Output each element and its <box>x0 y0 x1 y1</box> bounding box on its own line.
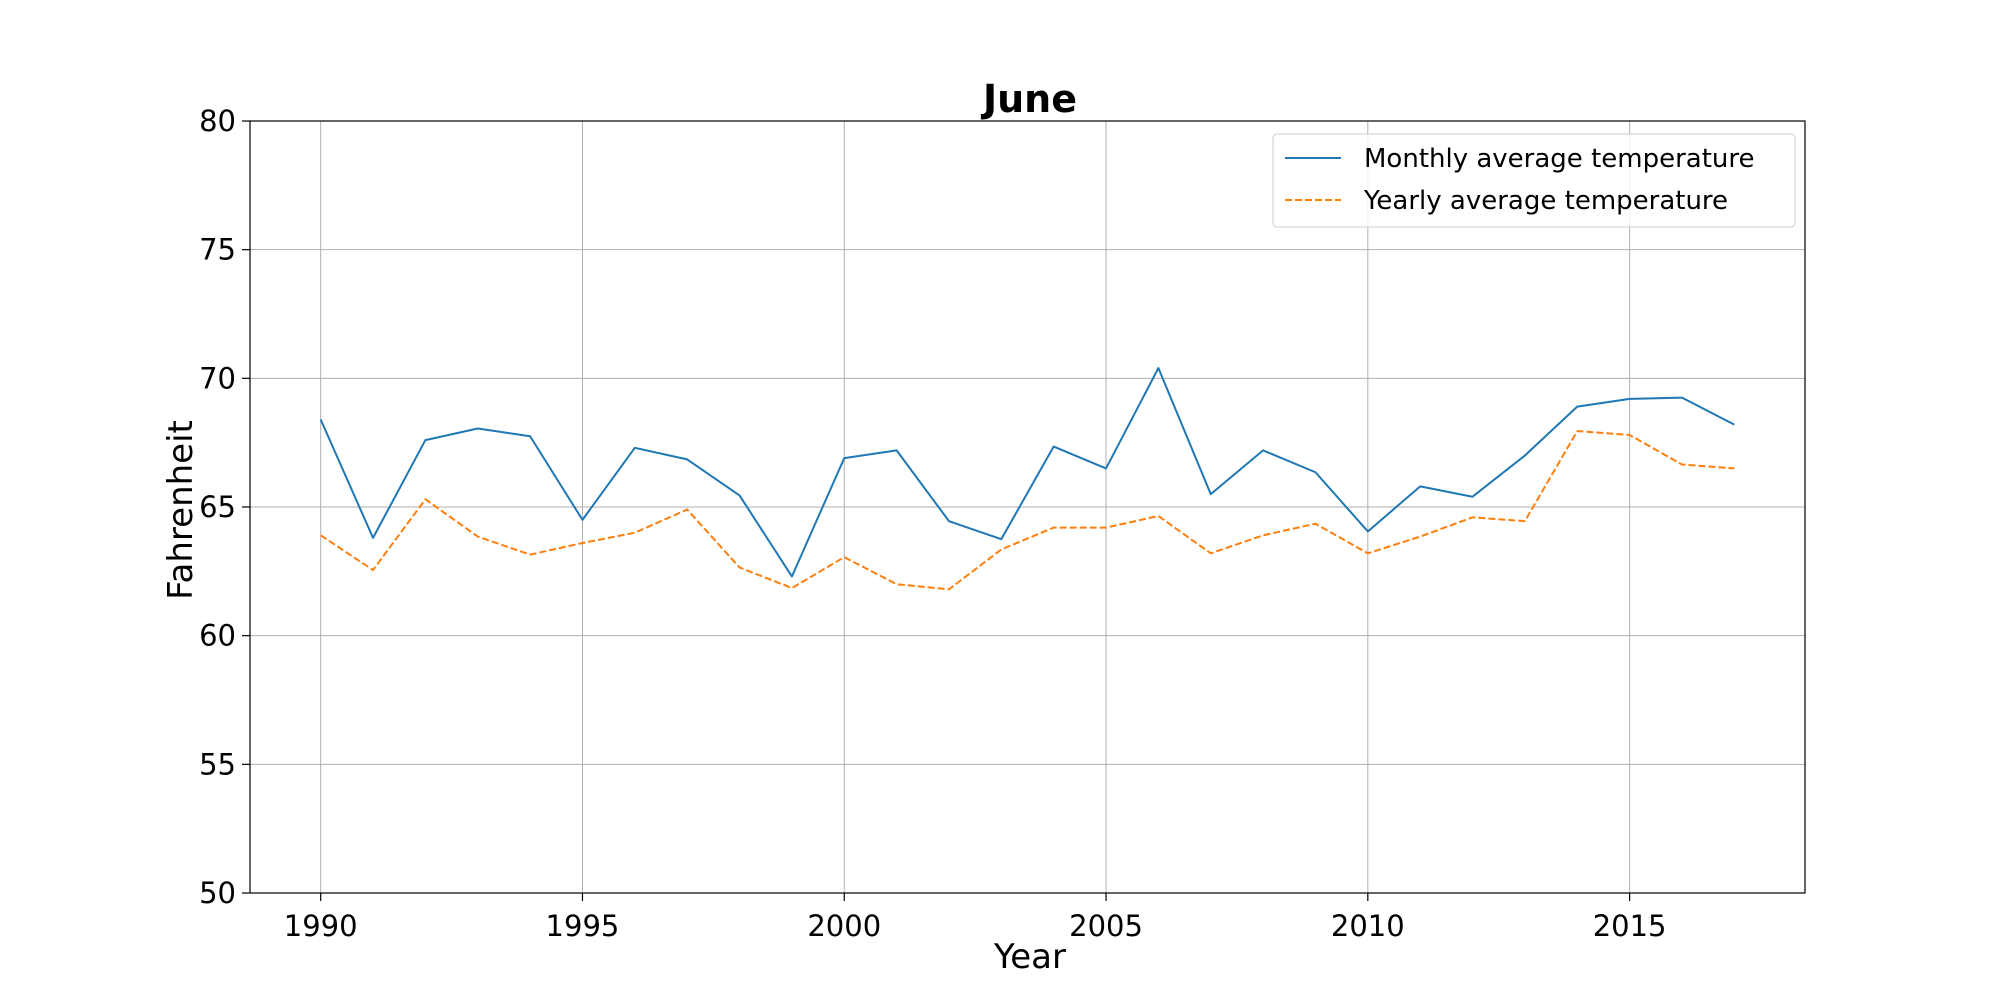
series-line-monthly <box>319 367 1735 578</box>
y-tick-label: 70 <box>199 361 236 395</box>
x-tick-label: 1995 <box>546 909 620 943</box>
x-tick-label: 1990 <box>284 909 358 943</box>
series-line-yearly <box>320 430 1735 591</box>
chart-title: June <box>980 77 1077 121</box>
x-axis: 1990 1995 2000 2005 2010 2015 <box>284 893 1667 943</box>
y-tick-label: 65 <box>199 490 236 524</box>
legend-label-monthly: Monthly average temperature <box>1364 144 1755 174</box>
x-tick-label: 2010 <box>1331 909 1405 943</box>
x-tick-label: 2005 <box>1069 909 1143 943</box>
y-tick-label: 75 <box>199 233 236 267</box>
y-tick-label: 55 <box>199 747 236 781</box>
series-layer <box>319 367 1735 591</box>
legend-label-yearly: Yearly average temperature <box>1363 186 1728 216</box>
y-axis: 50 55 60 65 70 75 80 <box>199 104 250 910</box>
y-axis-title: Fahrenheit <box>161 420 201 600</box>
y-tick-label: 80 <box>199 104 236 138</box>
x-axis-title: Year <box>993 937 1066 977</box>
x-tick-label: 2015 <box>1593 909 1667 943</box>
y-tick-label: 50 <box>199 876 236 910</box>
legend: Monthly average temperature Yearly avera… <box>1272 133 1796 228</box>
x-tick-label: 2000 <box>807 909 881 943</box>
legend-box <box>1272 133 1796 228</box>
y-tick-label: 60 <box>199 619 236 653</box>
